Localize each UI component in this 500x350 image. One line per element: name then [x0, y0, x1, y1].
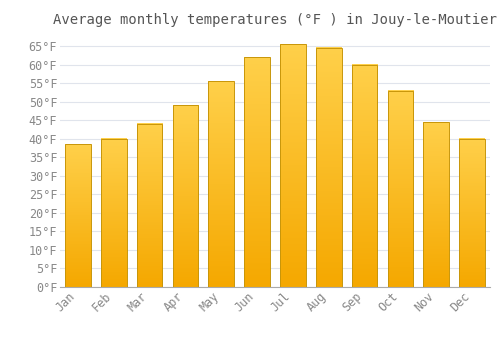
Bar	[65, 144, 91, 287]
Bar	[424, 122, 449, 287]
Bar	[244, 57, 270, 287]
Bar	[352, 65, 378, 287]
Bar	[316, 48, 342, 287]
Bar	[172, 105, 199, 287]
Title: Average monthly temperatures (°F ) in Jouy-le-Moutier: Average monthly temperatures (°F ) in Jo…	[53, 13, 497, 27]
Bar	[388, 91, 413, 287]
Bar	[101, 139, 126, 287]
Bar	[459, 139, 485, 287]
Bar	[136, 124, 162, 287]
Bar	[280, 44, 306, 287]
Bar	[208, 81, 234, 287]
